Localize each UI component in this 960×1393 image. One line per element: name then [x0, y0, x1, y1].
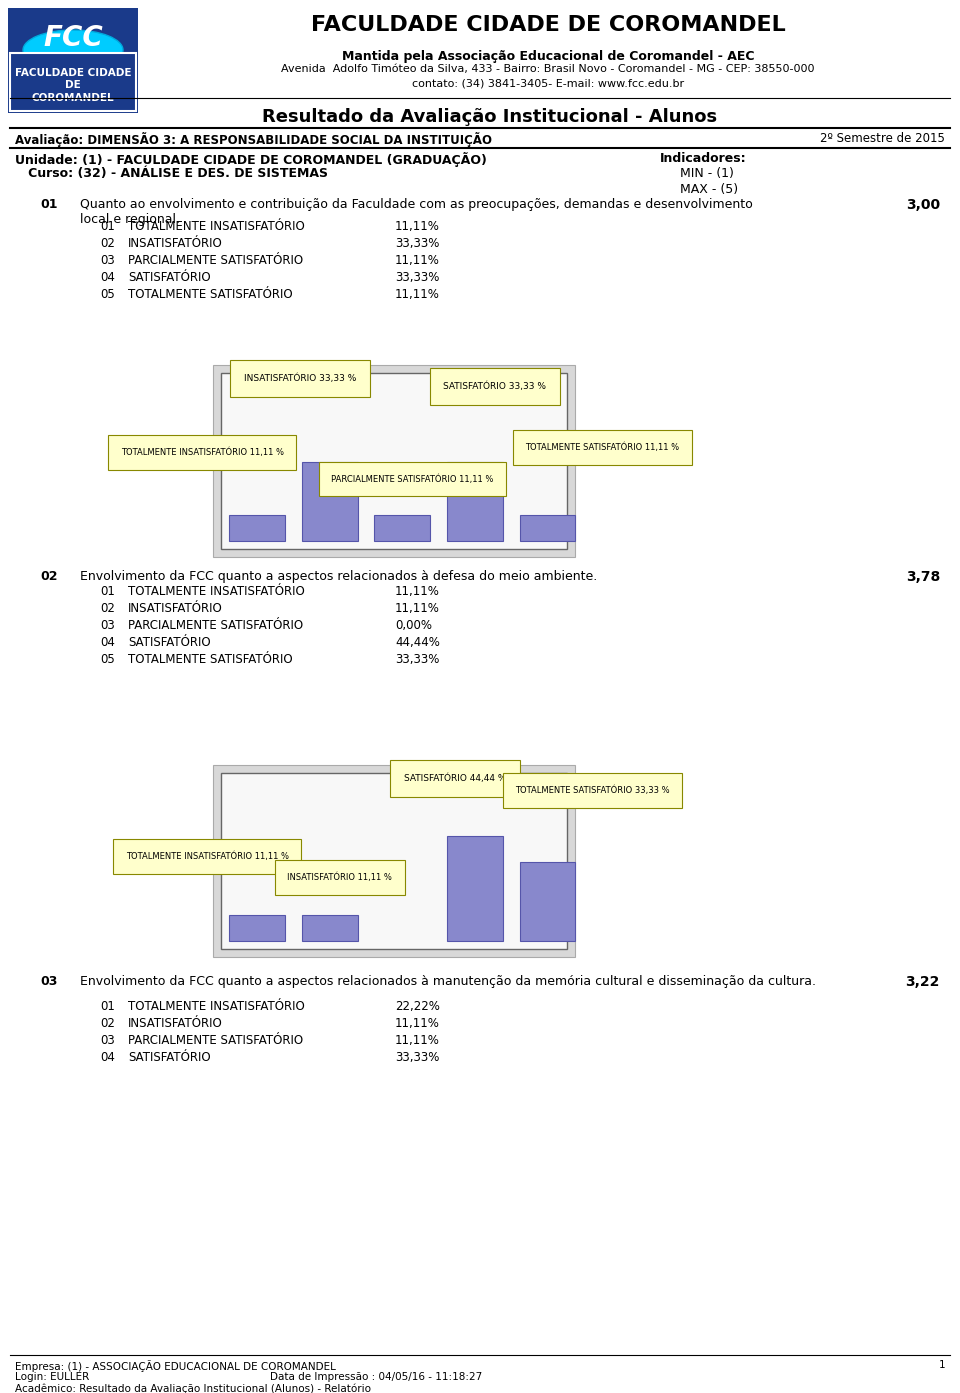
Text: Mantida pela Associação Educacional de Coromandel - AEC: Mantida pela Associação Educacional de C… — [342, 50, 755, 63]
Text: 01: 01 — [40, 198, 58, 210]
Text: Data de Impressão : 04/05/16 - 11:18:27: Data de Impressão : 04/05/16 - 11:18:27 — [270, 1372, 482, 1382]
Text: SATISFATÓRIO 44,44 %: SATISFATÓRIO 44,44 % — [403, 773, 506, 783]
Text: 04: 04 — [100, 272, 115, 284]
Text: 0,00%: 0,00% — [395, 618, 432, 632]
Text: Empresa: (1) - ASSOCIAÇÃO EDUCACIONAL DE COROMANDEL: Empresa: (1) - ASSOCIAÇÃO EDUCACIONAL DE… — [15, 1360, 336, 1372]
Text: 11,11%: 11,11% — [395, 220, 440, 233]
Text: 33,33%: 33,33% — [395, 272, 440, 284]
Text: MIN - (1): MIN - (1) — [680, 167, 733, 180]
Text: 02: 02 — [100, 237, 115, 249]
Text: PARCIALMENTE SATISFATÓRIO: PARCIALMENTE SATISFATÓRIO — [128, 618, 303, 632]
Text: 03: 03 — [40, 975, 58, 988]
Text: SATISFATÓRIO: SATISFATÓRIO — [128, 637, 210, 649]
Text: Resultado da Avaliação Institucional - Alunos: Resultado da Avaliação Institucional - A… — [262, 109, 717, 125]
FancyBboxPatch shape — [229, 515, 285, 540]
Text: FCC: FCC — [43, 24, 103, 52]
Text: INSATISFATÓRIO: INSATISFATÓRIO — [128, 237, 223, 249]
Ellipse shape — [23, 31, 123, 70]
Text: TOTALMENTE INSATISFATÓRIO 11,11 %: TOTALMENTE INSATISFATÓRIO 11,11 % — [126, 851, 289, 861]
Text: 11,11%: 11,11% — [395, 602, 440, 614]
Text: Envolvimento da FCC quanto a aspectos relacionados à defesa do meio ambiente.: Envolvimento da FCC quanto a aspectos re… — [80, 570, 597, 584]
Text: 02: 02 — [100, 1017, 115, 1029]
Text: Curso: (32) - ANÁLISE E DES. DE SISTEMAS: Curso: (32) - ANÁLISE E DES. DE SISTEMAS — [15, 167, 328, 180]
Text: 02: 02 — [40, 570, 58, 584]
FancyBboxPatch shape — [301, 462, 358, 540]
Text: TOTALMENTE INSATISFATÓRIO 11,11 %: TOTALMENTE INSATISFATÓRIO 11,11 % — [121, 449, 284, 457]
Text: TOTALMENTE SATISFATÓRIO 33,33 %: TOTALMENTE SATISFATÓRIO 33,33 % — [516, 786, 670, 795]
Text: SATISFATÓRIO 33,33 %: SATISFATÓRIO 33,33 % — [444, 382, 546, 391]
Text: TOTALMENTE SATISFATÓRIO 11,11 %: TOTALMENTE SATISFATÓRIO 11,11 % — [525, 443, 680, 453]
Text: FACULDADE CIDADE
DE
COROMANDEL: FACULDADE CIDADE DE COROMANDEL — [14, 68, 132, 103]
FancyBboxPatch shape — [519, 515, 575, 540]
Text: contato: (34) 3841-3405- E-mail: www.fcc.edu.br: contato: (34) 3841-3405- E-mail: www.fcc… — [412, 78, 684, 88]
Text: Unidade: (1) - FACULDADE CIDADE DE COROMANDEL (GRADUAÇÃO): Unidade: (1) - FACULDADE CIDADE DE COROM… — [15, 152, 487, 167]
Text: 3,22: 3,22 — [905, 975, 940, 989]
Text: 11,11%: 11,11% — [395, 1034, 440, 1048]
Text: TOTALMENTE INSATISFATÓRIO: TOTALMENTE INSATISFATÓRIO — [128, 220, 304, 233]
Text: Login: EULLER: Login: EULLER — [15, 1372, 89, 1382]
Text: Envolvimento da FCC quanto a aspectos relacionados à manutenção da memória cultu: Envolvimento da FCC quanto a aspectos re… — [80, 975, 816, 988]
Text: TOTALMENTE INSATISFATÓRIO: TOTALMENTE INSATISFATÓRIO — [128, 1000, 304, 1013]
Text: 11,11%: 11,11% — [395, 288, 440, 301]
Text: 03: 03 — [100, 1034, 115, 1048]
Text: 33,33%: 33,33% — [395, 237, 440, 249]
FancyBboxPatch shape — [447, 462, 503, 540]
Text: 01: 01 — [100, 220, 115, 233]
Text: PARCIALMENTE SATISFATÓRIO 11,11 %: PARCIALMENTE SATISFATÓRIO 11,11 % — [331, 475, 493, 483]
Text: Quanto ao envolvimento e contribuição da Faculdade com as preocupações, demandas: Quanto ao envolvimento e contribuição da… — [80, 198, 753, 226]
Text: 22,22%: 22,22% — [395, 1000, 440, 1013]
Text: 01: 01 — [100, 585, 115, 598]
Text: INSATISFATÓRIO: INSATISFATÓRIO — [128, 602, 223, 614]
Text: PARCIALMENTE SATISFATÓRIO: PARCIALMENTE SATISFATÓRIO — [128, 1034, 303, 1048]
Text: 05: 05 — [100, 288, 115, 301]
Text: 33,33%: 33,33% — [395, 653, 440, 666]
Text: 2º Semestre de 2015: 2º Semestre de 2015 — [820, 132, 945, 145]
FancyBboxPatch shape — [519, 862, 575, 942]
Text: INSATISFATÓRIO 11,11 %: INSATISFATÓRIO 11,11 % — [287, 872, 393, 882]
Text: INSATISFATÓRIO 33,33 %: INSATISFATÓRIO 33,33 % — [244, 373, 356, 383]
Text: 1: 1 — [938, 1360, 945, 1369]
FancyBboxPatch shape — [213, 365, 575, 557]
Text: MAX - (5): MAX - (5) — [680, 182, 738, 196]
Text: SATISFATÓRIO: SATISFATÓRIO — [128, 1050, 210, 1064]
FancyBboxPatch shape — [221, 773, 567, 949]
Text: 03: 03 — [100, 254, 115, 267]
Text: 05: 05 — [100, 653, 115, 666]
Text: Acadêmico: Resultado da Avaliação Institucional (Alunos) - Relatório: Acadêmico: Resultado da Avaliação Instit… — [15, 1385, 371, 1393]
Text: FACULDADE CIDADE DE COROMANDEL: FACULDADE CIDADE DE COROMANDEL — [311, 15, 785, 35]
Text: 04: 04 — [100, 637, 115, 649]
Text: 01: 01 — [100, 1000, 115, 1013]
Text: 44,44%: 44,44% — [395, 637, 440, 649]
Text: SATISFATÓRIO: SATISFATÓRIO — [128, 272, 210, 284]
Text: Indicadores:: Indicadores: — [660, 152, 747, 164]
FancyBboxPatch shape — [301, 915, 358, 942]
FancyBboxPatch shape — [8, 8, 138, 113]
Text: TOTALMENTE SATISFATÓRIO: TOTALMENTE SATISFATÓRIO — [128, 288, 293, 301]
FancyBboxPatch shape — [213, 765, 575, 957]
Text: 3,78: 3,78 — [905, 570, 940, 584]
FancyBboxPatch shape — [10, 53, 136, 111]
Text: 33,33%: 33,33% — [395, 1050, 440, 1064]
Text: 03: 03 — [100, 618, 115, 632]
Text: 3,00: 3,00 — [906, 198, 940, 212]
Text: TOTALMENTE INSATISFATÓRIO: TOTALMENTE INSATISFATÓRIO — [128, 585, 304, 598]
Text: INSATISFATÓRIO: INSATISFATÓRIO — [128, 1017, 223, 1029]
Text: 04: 04 — [100, 1050, 115, 1064]
FancyBboxPatch shape — [374, 515, 430, 540]
Text: 02: 02 — [100, 602, 115, 614]
Text: Avenida  Adolfo Timóteo da Silva, 433 - Bairro: Brasil Novo - Coromandel - MG - : Avenida Adolfo Timóteo da Silva, 433 - B… — [281, 64, 815, 74]
Text: TOTALMENTE SATISFATÓRIO: TOTALMENTE SATISFATÓRIO — [128, 653, 293, 666]
Text: 11,11%: 11,11% — [395, 254, 440, 267]
FancyBboxPatch shape — [221, 373, 567, 549]
Text: 11,11%: 11,11% — [395, 585, 440, 598]
FancyBboxPatch shape — [447, 836, 503, 942]
Text: 11,11%: 11,11% — [395, 1017, 440, 1029]
Text: Avaliação: DIMENSÃO 3: A RESPONSABILIDADE SOCIAL DA INSTITUIÇÃO: Avaliação: DIMENSÃO 3: A RESPONSABILIDAD… — [15, 132, 492, 148]
FancyBboxPatch shape — [229, 915, 285, 942]
Text: PARCIALMENTE SATISFATÓRIO: PARCIALMENTE SATISFATÓRIO — [128, 254, 303, 267]
